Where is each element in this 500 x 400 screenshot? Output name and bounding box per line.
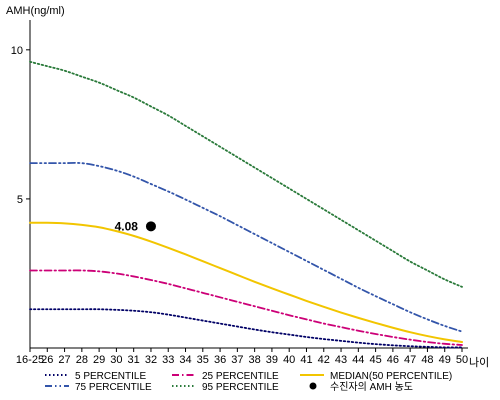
x-tick-label: 43 (335, 354, 347, 366)
x-tick-label: 33 (162, 354, 174, 366)
x-tick-label: 28 (76, 354, 88, 366)
series-line-25-percentile (29, 269, 463, 346)
x-tick-label: 47 (404, 354, 416, 366)
legend-label-patient-amh: 수진자의 AMH 농도 (330, 381, 413, 393)
x-tick-label: 48 (421, 354, 433, 366)
x-axis-title: 나이 (469, 356, 489, 369)
legend-label-5-percentile: 5 PERCENTILE (75, 371, 146, 382)
series-lines (29, 60, 463, 349)
markers: 4.08 (115, 219, 156, 233)
x-tick-label: 45 (369, 354, 381, 366)
patient-amh-point (145, 221, 156, 232)
series-line-75-percentile (29, 162, 463, 333)
x-tick-label: 16-25 (16, 354, 44, 366)
series-line-median-50-percentile (29, 221, 463, 344)
patient-amh-value-label: 4.08 (115, 219, 139, 233)
series-line-95-percentile (29, 60, 463, 288)
y-axis-title: AMH(ng/ml) (6, 5, 65, 17)
x-tick-label: 36 (214, 354, 226, 366)
x-tick-label: 50 (456, 354, 468, 366)
y-tick-label: 5 (17, 194, 23, 206)
x-tick-label: 32 (145, 354, 157, 366)
x-tick-label: 35 (197, 354, 209, 366)
series-line-5-percentile (29, 308, 463, 349)
x-tick-label: 26 (41, 354, 53, 366)
legend: 5 PERCENTILE 25 PERCENTILE MEDIAN(50 PERCE… (45, 371, 452, 393)
legend-label-median-50-percentile: MEDIAN(50 PERCENTILE) (330, 371, 452, 382)
x-tick-label: 44 (352, 354, 364, 366)
x-tick-label: 31 (128, 354, 140, 366)
x-tick-label: 49 (439, 354, 451, 366)
legend-label-25-percentile: 25 PERCENTILE (202, 371, 279, 382)
x-tick-label: 27 (58, 354, 70, 366)
x-tick-label: 34 (179, 354, 191, 366)
x-tick-label: 41 (300, 354, 312, 366)
axes (29, 20, 468, 349)
legend-label-95-percentile: 95 PERCENTILE (202, 382, 279, 393)
y-tick-label: 10 (11, 45, 23, 57)
x-tick-label: 40 (283, 354, 295, 366)
x-tick-label: 29 (93, 354, 105, 366)
legend-swatch-patient-amh (309, 382, 317, 390)
legend-label-75-percentile: 75 PERCENTILE (75, 382, 152, 393)
x-tick-label: 46 (387, 354, 399, 366)
x-tick-label: 38 (249, 354, 261, 366)
x-tick-label: 30 (110, 354, 122, 366)
x-tick-label: 42 (318, 354, 330, 366)
x-tick-label: 37 (231, 354, 243, 366)
x-tick-label: 39 (266, 354, 278, 366)
